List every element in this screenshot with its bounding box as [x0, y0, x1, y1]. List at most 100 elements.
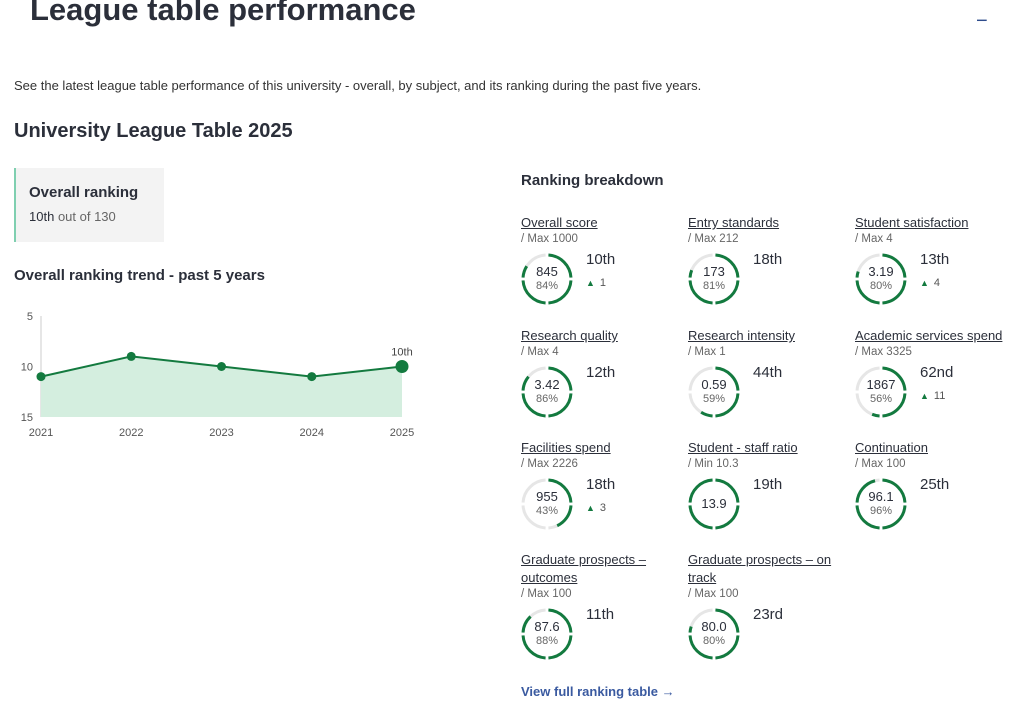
score-percent: 81%	[702, 280, 726, 292]
ring-segment	[521, 375, 530, 391]
ring-segment	[882, 505, 907, 530]
ring-segment	[700, 410, 713, 418]
ring-segment	[688, 478, 713, 503]
score-value: 96.1	[868, 489, 894, 504]
score-ring-graphic	[688, 253, 740, 305]
breakdown-max: / Max 4	[855, 233, 893, 245]
breakdown-label[interactable]: Graduate prospects – on track	[688, 552, 832, 585]
breakdown-label[interactable]: Research quality	[521, 328, 618, 343]
breakdown-label[interactable]: Student - staff ratio	[688, 440, 798, 455]
breakdown-max: / Max 100	[855, 458, 906, 470]
score-value: 1867	[866, 377, 896, 392]
breakdown-item: Research quality / Max 4 3.42 86% 12th	[521, 327, 681, 418]
ring-segment	[715, 635, 740, 660]
breakdown-label[interactable]: Facilities spend	[521, 440, 611, 455]
breakdown-max: / Max 212	[688, 233, 739, 245]
rank-value: 12th	[586, 364, 616, 381]
trend-point[interactable]	[126, 351, 136, 361]
ring-segment	[521, 280, 546, 305]
score-ring-graphic	[688, 366, 740, 418]
score-percent: 88%	[535, 635, 559, 647]
rank-value: 10th	[586, 251, 616, 268]
score-percent: 84%	[535, 280, 559, 292]
ring-segment	[548, 280, 573, 305]
ring-segment	[688, 635, 713, 660]
y-tick-label: 5	[27, 311, 33, 323]
score-ring: 80.0 80% 23rd	[688, 606, 783, 660]
trend-point[interactable]	[36, 372, 46, 382]
ring-segment	[715, 478, 740, 503]
score-percent: 59%	[702, 393, 726, 405]
ring-segment	[548, 366, 573, 391]
trend-point[interactable]	[217, 362, 226, 371]
x-tick-label: 2024	[300, 427, 324, 439]
breakdown-title: Ranking breakdown	[521, 172, 664, 189]
overall-ranking-card: Overall ranking 10th out of 130	[14, 168, 164, 242]
breakdown-item: Entry standards / Max 212 173 81% 18th	[688, 214, 848, 305]
ring-segment	[548, 253, 573, 278]
ring-segment	[715, 253, 740, 278]
score-ring: 3.42 86% 12th	[521, 364, 615, 418]
ring-segment	[688, 366, 713, 391]
breakdown-label[interactable]: Student satisfaction	[855, 215, 969, 230]
ring-segment	[521, 505, 546, 530]
score-percent: 96%	[869, 505, 893, 517]
breakdown-label[interactable]: Research intensity	[688, 328, 795, 343]
ring-segment	[882, 478, 907, 503]
x-tick-label: 2023	[209, 427, 233, 439]
ring-segment	[882, 253, 907, 278]
breakdown-label[interactable]: Graduate prospects – outcomes	[521, 552, 647, 585]
score-value: 80.0	[701, 619, 727, 634]
breakdown-max: / Min 10.3	[688, 458, 739, 470]
rank-value: 44th	[753, 364, 783, 381]
score-ring-graphic	[688, 478, 740, 530]
x-tick-label: 2021	[29, 427, 53, 439]
rank-value: 19th	[753, 476, 783, 493]
score-ring: 955 43% 18th ▲ 3	[521, 476, 615, 530]
score-value: 0.59	[701, 377, 727, 392]
breakdown-label[interactable]: Academic services spend	[855, 328, 1003, 343]
trend-point[interactable]	[307, 372, 317, 382]
rank-value: 11th	[586, 606, 615, 623]
ring-segment	[715, 393, 740, 418]
ring-segment	[688, 269, 694, 278]
score-value: 87.6	[534, 619, 560, 634]
rank-value: 25th	[920, 476, 950, 493]
up-arrow-icon: ▲	[586, 503, 595, 513]
breakdown-item: Student - staff ratio / Min 10.3 13.9 19…	[688, 439, 848, 530]
rank-value: 18th	[586, 476, 616, 493]
score-value: 13.9	[701, 496, 727, 511]
ring-segment	[715, 505, 740, 530]
table-title: University League Table 2025	[14, 120, 293, 142]
breakdown-item: Graduate prospects – on track / Max 100 …	[688, 551, 848, 660]
rank-value: 13th	[920, 251, 950, 268]
view-full-ranking-link[interactable]: View full ranking table →	[521, 684, 675, 699]
trend-point[interactable]	[395, 360, 409, 373]
breakdown-label[interactable]: Overall score	[521, 215, 598, 230]
score-ring: 173 81% 18th	[688, 251, 782, 305]
score-ring: 87.6 88% 11th	[521, 606, 614, 660]
score-ring-graphic	[521, 608, 573, 660]
ring-segment	[882, 280, 907, 305]
score-value: 173	[703, 264, 725, 279]
rank-change-value: 1	[599, 277, 607, 289]
ring-segment	[548, 635, 573, 660]
ring-segment	[521, 393, 546, 418]
score-ring-graphic	[855, 253, 907, 305]
overall-ranking-title: Overall ranking	[29, 184, 139, 201]
breakdown-label[interactable]: Continuation	[855, 440, 928, 455]
breakdown-item: Graduate prospects – outcomes / Max 100 …	[521, 551, 681, 660]
breakdown-max: / Max 100	[688, 588, 739, 600]
rank-change: ▲ 11	[920, 390, 945, 402]
minus-icon[interactable]: −	[976, 10, 988, 32]
score-percent: 80%	[702, 635, 726, 647]
trend-annotation: 10th	[391, 347, 412, 359]
breakdown-max: / Max 2226	[521, 458, 578, 470]
score-ring: 13.9 19th	[688, 476, 782, 530]
breakdown-label[interactable]: Entry standards	[688, 215, 780, 230]
overall-out-of: out of 130	[57, 209, 116, 224]
trend-area	[41, 356, 402, 417]
ring-segment	[855, 280, 880, 305]
y-tick-label: 15	[21, 412, 33, 424]
ring-segment	[548, 608, 573, 633]
